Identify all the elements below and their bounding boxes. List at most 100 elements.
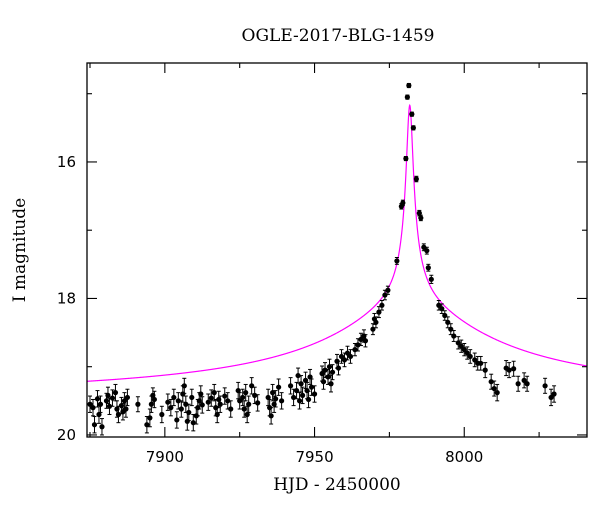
point-marker	[373, 319, 379, 325]
point-marker	[171, 394, 177, 401]
point-marker	[515, 381, 521, 387]
point-marker	[311, 391, 318, 397]
point-marker	[418, 215, 424, 221]
data-point	[355, 338, 361, 352]
data-point	[373, 316, 379, 329]
point-marker	[302, 377, 309, 383]
point-marker	[252, 392, 258, 398]
data-point	[322, 362, 328, 379]
data-point	[273, 390, 279, 408]
data-points	[87, 82, 557, 436]
point-marker	[329, 369, 336, 375]
data-point	[548, 388, 554, 407]
x-tick-label: 7900	[146, 448, 184, 466]
point-marker	[189, 394, 195, 401]
point-marker	[106, 403, 113, 409]
data-point	[445, 316, 451, 329]
plot-area	[86, 82, 588, 436]
data-point	[208, 389, 214, 407]
data-point	[276, 378, 282, 396]
data-point	[370, 323, 376, 336]
point-marker	[168, 405, 174, 411]
data-point	[298, 375, 304, 393]
data-point	[268, 407, 274, 425]
data-point	[91, 416, 98, 434]
x-tick-label: 8000	[445, 448, 483, 466]
data-point	[326, 358, 333, 375]
data-point	[243, 383, 249, 402]
point-marker	[424, 248, 430, 254]
point-marker	[99, 424, 105, 430]
data-point	[299, 386, 306, 405]
point-marker	[335, 365, 342, 371]
data-point	[439, 303, 445, 314]
point-marker	[451, 333, 457, 339]
point-marker	[362, 338, 369, 344]
point-marker	[265, 394, 271, 401]
point-marker	[214, 411, 220, 418]
point-marker	[222, 393, 228, 399]
point-marker	[135, 401, 141, 407]
data-point	[382, 289, 388, 301]
point-marker	[542, 383, 548, 389]
y-tick-label: 18	[57, 289, 76, 307]
point-marker	[358, 336, 364, 343]
point-marker	[198, 391, 204, 397]
data-point	[410, 125, 416, 131]
data-point	[478, 355, 484, 371]
data-point	[329, 364, 336, 381]
point-marker	[144, 422, 150, 428]
data-point	[472, 352, 478, 368]
data-point	[524, 375, 530, 392]
point-marker	[464, 350, 470, 356]
point-marker	[404, 94, 410, 100]
point-marker	[228, 406, 234, 412]
point-marker	[225, 398, 231, 404]
point-marker	[328, 381, 334, 387]
data-point	[413, 175, 419, 183]
data-point	[542, 377, 548, 394]
data-point	[240, 388, 246, 407]
point-marker	[276, 384, 282, 390]
data-point	[293, 381, 300, 400]
x-axis-label: HJD - 2450000	[273, 475, 401, 495]
data-point	[159, 405, 165, 424]
data-point	[171, 388, 177, 407]
data-point	[400, 199, 406, 207]
point-marker	[421, 244, 427, 250]
data-point	[488, 373, 494, 390]
point-marker	[406, 82, 412, 89]
data-point	[97, 395, 104, 413]
point-marker	[123, 406, 129, 412]
point-marker	[472, 357, 478, 363]
point-marker	[175, 398, 181, 404]
data-point	[494, 383, 500, 402]
point-marker	[255, 400, 261, 406]
point-marker	[521, 377, 527, 383]
point-marker	[183, 401, 189, 407]
data-point	[511, 360, 517, 377]
point-marker	[287, 383, 294, 389]
x-tick-label: 7950	[295, 448, 333, 466]
point-marker	[326, 364, 333, 370]
y-tick-label: 20	[57, 426, 76, 444]
data-point	[255, 394, 261, 412]
point-marker	[379, 302, 385, 308]
data-point	[448, 323, 454, 336]
data-point	[235, 381, 241, 400]
data-point	[305, 390, 312, 409]
point-marker	[413, 176, 419, 182]
point-marker	[90, 405, 96, 411]
point-marker	[293, 387, 300, 394]
point-marker	[165, 399, 171, 405]
data-point	[551, 385, 557, 403]
data-point	[409, 111, 415, 117]
data-point	[425, 263, 431, 272]
data-point	[168, 398, 174, 417]
data-point	[461, 343, 467, 357]
point-marker	[174, 417, 180, 423]
point-marker	[494, 390, 500, 396]
point-marker	[428, 276, 434, 282]
data-point	[249, 377, 255, 395]
